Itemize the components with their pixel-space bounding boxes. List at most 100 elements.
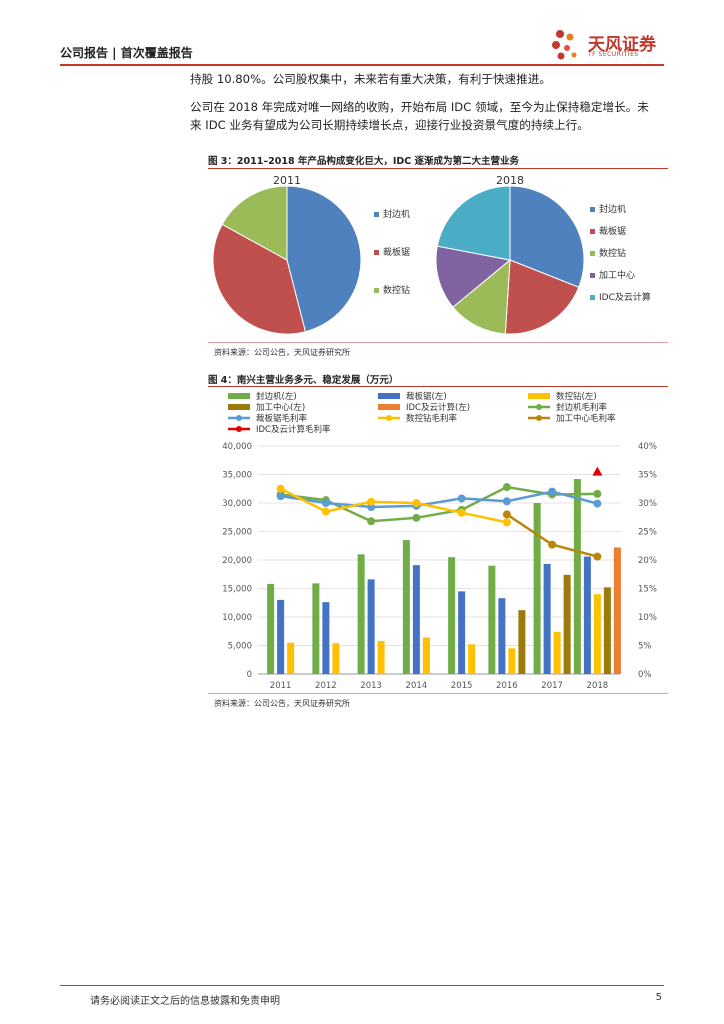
line-series-2 <box>280 487 508 524</box>
bar-2-7 <box>593 594 601 674</box>
x-tick-label-4: 2015 <box>451 681 473 691</box>
line-point-1-4 <box>457 494 466 503</box>
footer-divider <box>60 985 664 986</box>
pie-0-legend-label-0: 封边机 <box>383 208 410 220</box>
line-point-3-5 <box>502 510 511 519</box>
bar-1-5 <box>498 598 506 674</box>
footer-disclaimer: 请务必阅读正文之后的信息披露和免责申明 <box>90 996 280 1007</box>
legend-marker-6 <box>236 415 242 421</box>
pie-1-legend-label-4: IDC及云计算 <box>599 291 651 303</box>
page-number: 5 <box>655 992 662 1003</box>
line-series-3 <box>506 513 598 558</box>
legend-label-7: 数控钻毛利率 <box>406 413 458 424</box>
report-header: 公司报告 | 首次覆盖报告 <box>60 46 193 60</box>
bar-0-0 <box>267 583 275 674</box>
x-tick-label-2: 2013 <box>360 681 382 691</box>
pie-0-slice-0 <box>286 185 362 333</box>
pie-0-legend-swatch-2 <box>374 288 379 293</box>
bar-1-1 <box>322 602 330 674</box>
company-logo: 天风证券 TF SECURITIES <box>548 28 668 62</box>
pie-1-legend-label-2: 数控钻 <box>599 247 626 259</box>
line-point-2-1 <box>321 507 330 516</box>
line-point-2-5 <box>502 518 511 527</box>
x-tick-label-1: 2012 <box>315 681 337 691</box>
bar-2-3 <box>422 637 430 674</box>
figure-3-source: 资料来源：公司公告，天风证券研究所 <box>214 348 350 357</box>
y-tick-label-5: 25,000 <box>222 528 252 538</box>
y-tick-label-0: 0 <box>247 670 252 680</box>
legend-swatch-3 <box>228 404 250 410</box>
pie-1-legend-swatch-3 <box>590 273 595 278</box>
bar-0-4 <box>448 557 456 674</box>
pie-1-legend-label-0: 封边机 <box>599 203 626 215</box>
bar-2-1 <box>332 643 340 674</box>
figure-4-rule <box>208 386 668 387</box>
logo-name: 天风证券 <box>588 35 656 55</box>
legend-swatch-2 <box>528 393 550 399</box>
legend-swatch-0 <box>228 393 250 399</box>
legend-marker-8 <box>536 415 542 421</box>
bar-0-7 <box>573 479 581 674</box>
pie-1-slice-0 <box>509 185 585 288</box>
legend-marker-9 <box>236 426 242 432</box>
pie-0-title: 2011 <box>273 174 301 187</box>
bar-2-2 <box>377 640 385 674</box>
y2-tick-label-6: 30% <box>638 499 657 509</box>
pie-1-slice-1 <box>504 259 580 335</box>
y2-tick-label-7: 35% <box>638 471 657 481</box>
line-point-1-0 <box>276 492 285 501</box>
line-point-4-7 <box>592 466 603 476</box>
paragraph-2-line-1: 公司在 2018 年完成对唯一网络的收购，开始布局 IDC 领域，至今为止保持稳… <box>190 100 649 114</box>
x-tick-label-0: 2011 <box>270 681 292 691</box>
pie-1-title: 2018 <box>496 174 524 187</box>
legend-label-9: IDC及云计算毛利率 <box>256 424 331 435</box>
y2-tick-label-2: 10% <box>638 613 657 623</box>
line-point-1-7 <box>593 499 602 508</box>
bar-4-7 <box>613 547 621 674</box>
y2-tick-label-3: 15% <box>638 585 657 595</box>
line-point-0-5 <box>502 483 511 492</box>
line-point-0-3 <box>412 513 421 522</box>
pie-1-legend-label-1: 裁板锯 <box>599 225 626 237</box>
y2-tick-label-1: 5% <box>638 642 652 652</box>
line-point-3-6 <box>548 540 557 549</box>
pie-1-legend-swatch-2 <box>590 251 595 256</box>
y2-tick-label-5: 25% <box>638 528 657 538</box>
pie-1-legend-label-3: 加工中心 <box>599 269 635 281</box>
pie-0-slice-2 <box>221 185 288 261</box>
line-point-1-6 <box>548 487 557 496</box>
line-point-2-2 <box>367 497 376 506</box>
logo-mark-icon <box>552 30 577 60</box>
x-tick-label-7: 2018 <box>587 681 609 691</box>
paragraph-2-line-2: 来 IDC 业务有望成为公司长期持续增长点，迎接行业投资景气度的持续上行。 <box>190 118 589 132</box>
legend-label-2: 数控钻(左) <box>556 391 597 402</box>
pie-0-slice-1 <box>212 223 307 335</box>
pie-0-legend-label-1: 裁板锯 <box>383 246 410 258</box>
y2-tick-label-0: 0% <box>638 670 652 680</box>
figure-4-bottom-rule <box>208 693 668 694</box>
legend-swatch-1 <box>378 393 400 399</box>
y-tick-label-2: 10,000 <box>222 613 252 623</box>
line-point-0-2 <box>367 517 376 526</box>
line-series-1 <box>280 490 598 509</box>
legend-label-5: 封边机毛利率 <box>556 402 608 413</box>
line-point-1-5 <box>502 497 511 506</box>
x-tick-label-3: 2014 <box>406 681 428 691</box>
pie-0-legend-swatch-0 <box>374 212 379 217</box>
bar-3-7 <box>603 587 611 674</box>
combo-chart: 封边机(左) 裁板锯(左) 数控钻(左) 加工中心(左) IDC及云计算(左) 封边机毛利… <box>222 391 657 691</box>
y-tick-label-3: 15,000 <box>222 585 252 595</box>
bar-2-4 <box>468 644 476 674</box>
bar-1-3 <box>412 565 420 674</box>
figure-4-title: 图 4：南兴主营业务多元、稳定发展（万元） <box>208 375 399 386</box>
y2-tick-label-4: 20% <box>638 556 657 566</box>
legend-swatch-4 <box>378 404 400 410</box>
y-tick-label-1: 5,000 <box>228 642 252 652</box>
paragraph-1: 持股 10.80%。公司股权集中，未来若有重大决策，有利于快速推进。 <box>190 72 551 86</box>
bar-0-1 <box>312 583 320 674</box>
figure-4-source: 资料来源：公司公告，天风证券研究所 <box>214 699 350 708</box>
header-divider <box>60 64 664 66</box>
figure-3-rule <box>208 168 668 169</box>
bar-1-0 <box>277 599 285 674</box>
legend-label-0: 封边机(左) <box>256 391 297 402</box>
